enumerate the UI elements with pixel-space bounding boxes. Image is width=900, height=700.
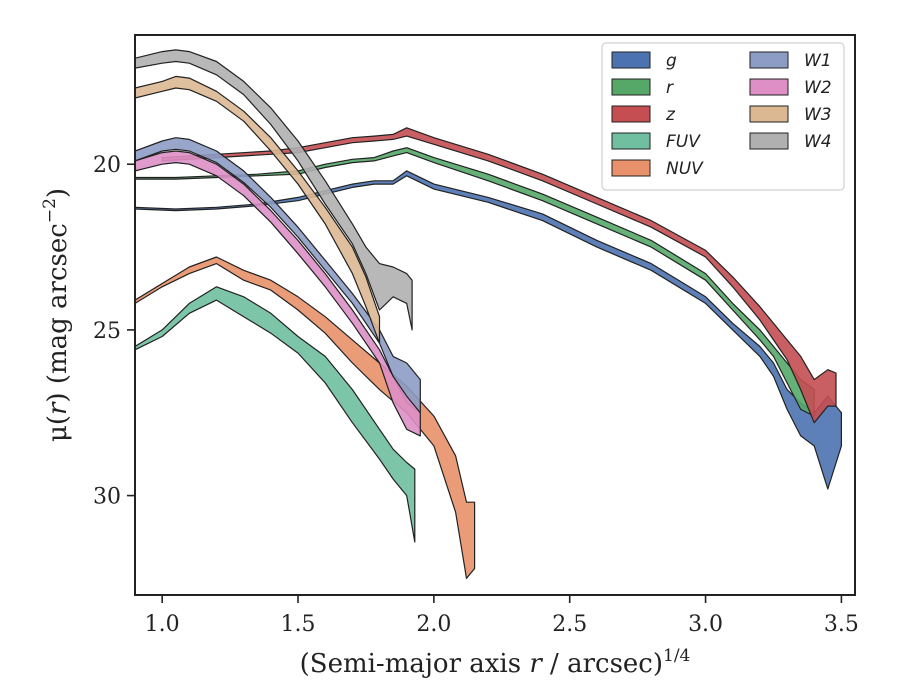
x-tick-label: 3.5 <box>824 612 859 637</box>
y-axis-title-close: ) <box>43 188 73 198</box>
x-tick-label: 1.0 <box>145 612 180 637</box>
legend-label-w1: W1 <box>804 51 832 71</box>
legend-swatch-w1 <box>749 51 789 69</box>
x-axis-title-exponent: 1/4 <box>663 646 690 666</box>
legend-swatch-g <box>611 51 651 69</box>
legend-swatch-nuv <box>611 159 651 177</box>
legend-label-nuv: NUV <box>666 159 704 179</box>
legend-label-fuv: FUV <box>666 132 701 152</box>
x-axis-title-var: r <box>529 649 543 679</box>
x-axis-title-main: (Semi-major axis <box>300 649 530 679</box>
legend-label-z: z <box>665 105 676 125</box>
legend-swatch-z <box>611 105 651 123</box>
plot-frame <box>134 34 856 596</box>
legend-label-w2: W2 <box>804 78 832 98</box>
y-axis-title-prefix: μ( <box>43 415 73 442</box>
legend-label-g: g <box>666 51 677 71</box>
series-band-nuv <box>135 256 476 579</box>
y-tick-label: 20 <box>93 153 121 178</box>
legend-swatch-w3 <box>749 105 789 123</box>
y-axis-title: μ(r) (mag arcsec−2) <box>40 188 73 442</box>
series-band-fuv <box>135 286 416 543</box>
x-axis-title-unit: / arcsec) <box>542 649 663 679</box>
series-band-w2 <box>135 150 421 437</box>
legend-swatch-r <box>611 78 651 96</box>
series-band-w4 <box>135 49 413 331</box>
series-band-w3 <box>135 75 381 344</box>
x-tick-label: 3.0 <box>688 612 723 637</box>
x-tick-label: 1.5 <box>281 612 316 637</box>
legend: grz FUV NUV W1 W2 W3 W4 <box>601 42 845 191</box>
legend-swatch-w4 <box>749 132 789 150</box>
y-tick-label: 25 <box>93 319 121 344</box>
y-axis-title-exponent: −2 <box>40 198 60 223</box>
y-tick-label: 30 <box>93 485 121 510</box>
ticks-layer: 1.0 1.5 2.0 2.5 3.0 3.5 20 25 30 <box>93 153 859 637</box>
x-axis-title: (Semi-major axis r / arcsec)1/4 <box>300 646 691 679</box>
legend-swatch-fuv <box>611 132 651 150</box>
series-band-g <box>135 170 842 490</box>
y-axis-title-var: r <box>43 401 73 415</box>
legend-swatch-w2 <box>749 78 789 96</box>
legend-label-r: r <box>666 78 674 98</box>
series-band-z <box>161 127 837 424</box>
series-layer <box>135 49 842 579</box>
x-tick-label: 2.5 <box>552 612 587 637</box>
x-tick-label: 2.0 <box>416 612 451 637</box>
y-axis-title-suffix: ) (mag arcsec <box>43 223 73 402</box>
legend-label-w3: W3 <box>804 105 832 125</box>
legend-label-w4: W4 <box>804 132 832 152</box>
